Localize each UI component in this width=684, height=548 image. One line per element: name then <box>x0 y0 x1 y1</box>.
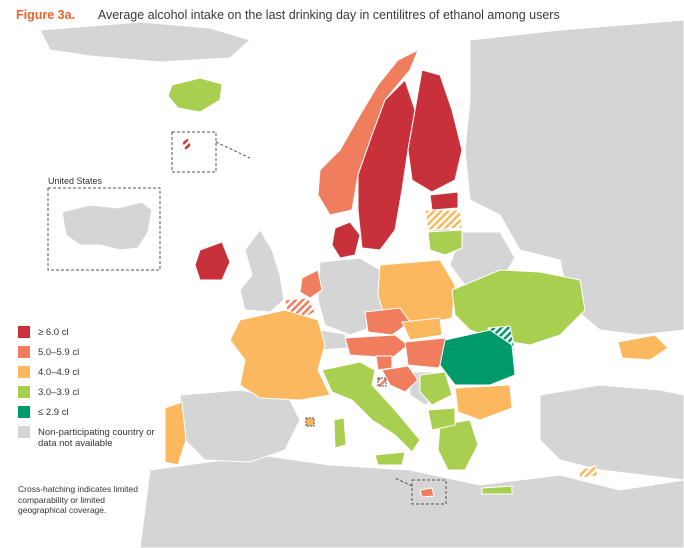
country-serbia <box>419 371 453 406</box>
country-cyprus <box>577 465 599 479</box>
country-denmark <box>331 221 361 259</box>
region-turkey-middle-east <box>539 384 684 481</box>
legend-label: ≤ 2.9 cl <box>38 407 69 418</box>
legend-label: 3.0–3.9 cl <box>38 387 80 398</box>
country-slovakia <box>401 317 443 341</box>
country-portugal <box>164 401 187 466</box>
figure-label: Figure 3a. <box>16 8 76 22</box>
country-romania <box>439 329 516 386</box>
legend-swatch <box>18 426 30 438</box>
region-uk <box>239 229 285 313</box>
legend-label: 4.0–4.9 cl <box>38 367 80 378</box>
country-ireland <box>194 241 231 281</box>
legend-swatch <box>18 366 30 378</box>
country-estonia <box>429 191 459 211</box>
country-ukraine <box>451 269 586 346</box>
inset-malta-box <box>411 479 447 505</box>
country-latvia <box>424 209 463 231</box>
country-crete <box>481 485 513 495</box>
country-sicily <box>374 451 406 466</box>
country-iceland <box>167 77 223 113</box>
legend: ≥ 6.0 cl 5.0–5.9 cl 4.0–4.9 cl 3.0–3.9 c… <box>18 326 158 457</box>
legend-item: ≤ 2.9 cl <box>18 406 158 418</box>
country-czechia <box>364 307 411 336</box>
legend-label: 5.0–5.9 cl <box>38 347 80 358</box>
figure-title: Average alcohol intake on the last drink… <box>97 8 560 22</box>
country-bulgaria <box>454 384 513 421</box>
country-faroe <box>181 137 193 151</box>
hatching-note: Cross-hatching indicates limited compara… <box>18 484 138 515</box>
inset-faroe-box <box>171 131 217 173</box>
inset-label-united-states: United States <box>48 176 103 186</box>
country-malta <box>419 487 435 498</box>
legend-swatch <box>18 326 30 338</box>
legend-swatch <box>18 346 30 358</box>
inset-malta-leader <box>394 477 413 487</box>
legend-item: 3.0–3.9 cl <box>18 386 158 398</box>
country-north-macedonia-albania <box>427 407 456 431</box>
legend-label: ≥ 6.0 cl <box>38 327 69 338</box>
country-lithuania <box>427 229 463 256</box>
inset-monaco-box <box>305 417 315 427</box>
region-greenland-coast <box>39 21 251 63</box>
legend-item: 4.0–4.9 cl <box>18 366 158 378</box>
country-austria <box>344 334 409 359</box>
legend-swatch <box>18 386 30 398</box>
figure-header: Figure 3a. Average alcohol intake on the… <box>16 8 560 22</box>
country-slovenia <box>375 355 393 371</box>
region-iberia-spain <box>179 389 301 463</box>
inset-faroe-leader <box>215 141 251 159</box>
legend-item: ≥ 6.0 cl <box>18 326 158 338</box>
country-sardinia <box>333 417 347 449</box>
country-netherlands <box>299 269 323 299</box>
country-france <box>229 309 331 401</box>
legend-swatch <box>18 406 30 418</box>
inset-montenegro-box <box>377 377 387 387</box>
country-greece <box>437 419 479 471</box>
country-georgia <box>617 334 669 361</box>
country-finland <box>407 69 463 193</box>
country-croatia <box>381 365 419 393</box>
country-united-states <box>61 201 153 251</box>
legend-item: 5.0–5.9 cl <box>18 346 158 358</box>
region-north-africa <box>139 454 684 548</box>
country-italy <box>321 361 421 453</box>
country-sweden <box>357 79 416 251</box>
legend-label: Non-participating country or data not av… <box>38 427 155 449</box>
legend-item: Non-participating country or data not av… <box>18 426 158 449</box>
inset-us-box <box>47 187 161 271</box>
